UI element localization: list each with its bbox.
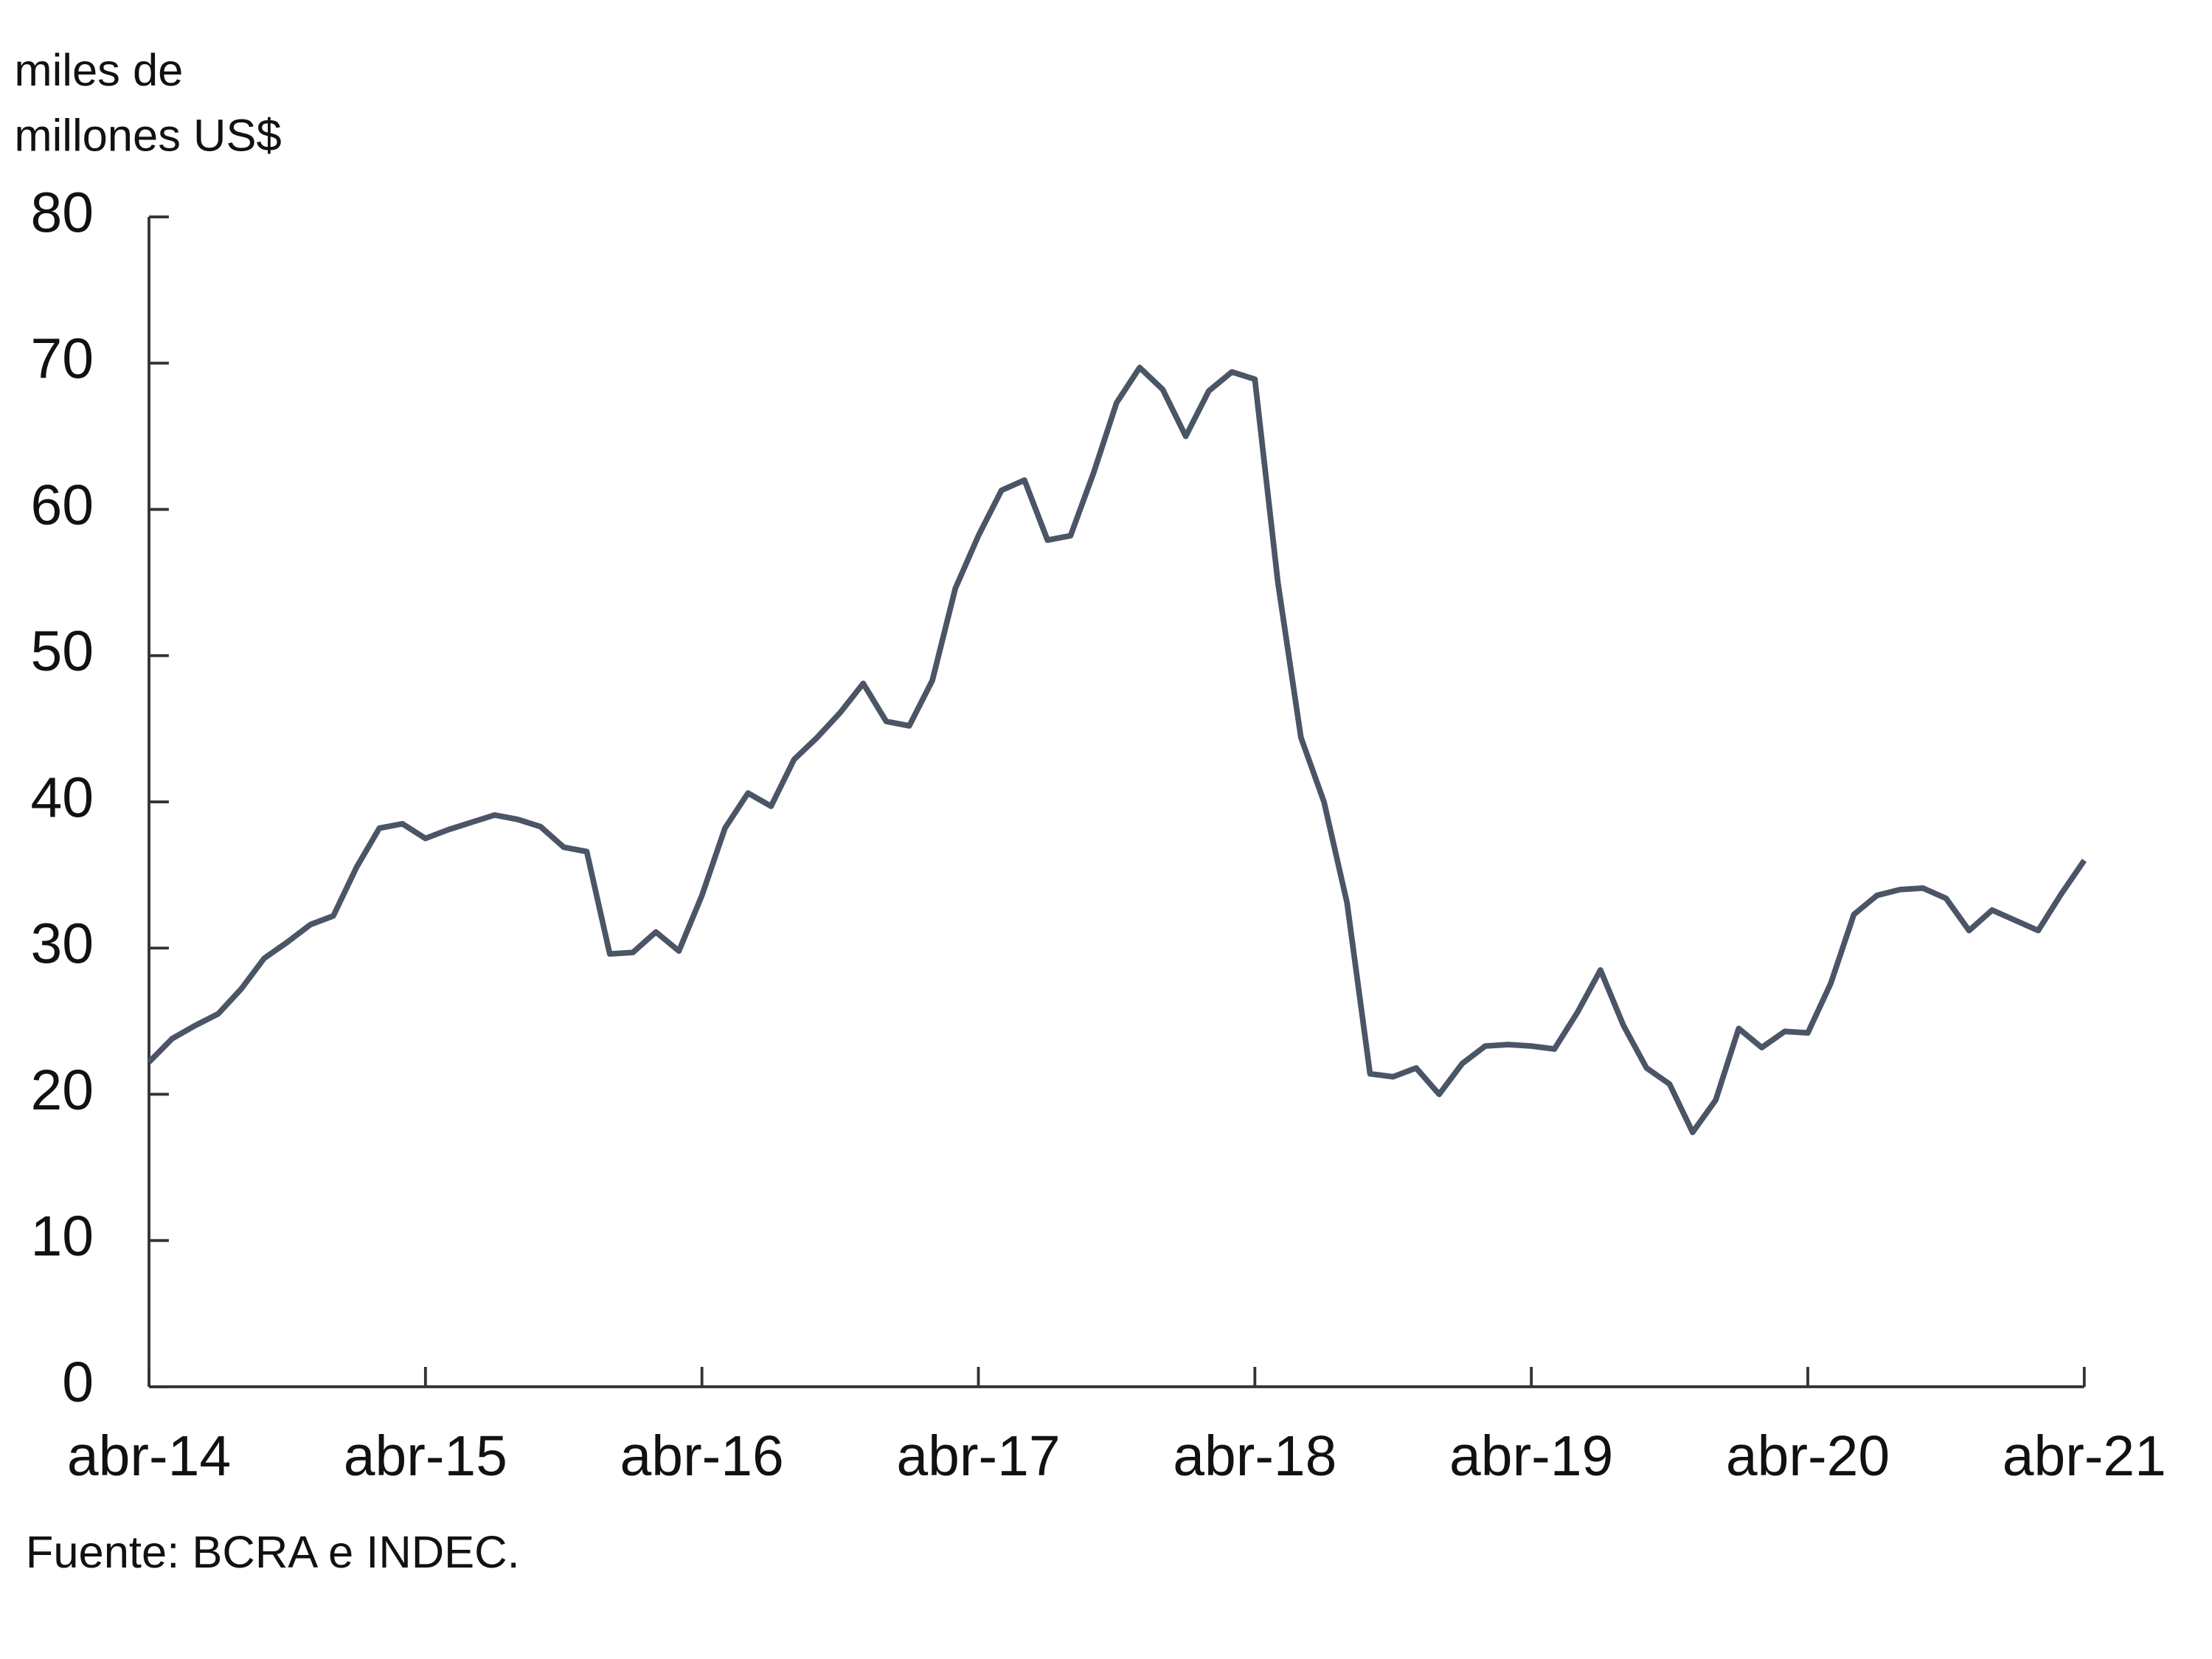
source-note: Fuente: BCRA e INDEC. [26,1527,520,1578]
x-tick-label: abr-21 [2003,1424,2166,1488]
x-tick-label: abr-20 [1726,1424,1890,1488]
x-tick-label: abr-17 [896,1424,1060,1488]
y-tick-label: 40 [31,766,94,829]
data-line [147,364,2087,1135]
x-tick-label: abr-14 [67,1424,231,1488]
x-tick-label: abr-15 [344,1424,507,1488]
y-tick-label: 50 [31,620,94,683]
x-tick-label: abr-16 [620,1424,784,1488]
y-tick-label: 70 [31,328,94,391]
x-tick-label: abr-18 [1173,1424,1336,1488]
x-tick-label: abr-19 [1449,1424,1613,1488]
y-tick-label: 30 [31,912,94,976]
y-tick-label: 20 [31,1059,94,1122]
y-tick-label: 80 [31,181,94,244]
y-axis-label: miles de [14,45,183,96]
y-tick-label: 0 [62,1351,94,1414]
y-tick-label: 60 [31,474,94,537]
y-axis-label: millones US$ [14,111,281,162]
y-tick-label: 10 [31,1205,94,1268]
